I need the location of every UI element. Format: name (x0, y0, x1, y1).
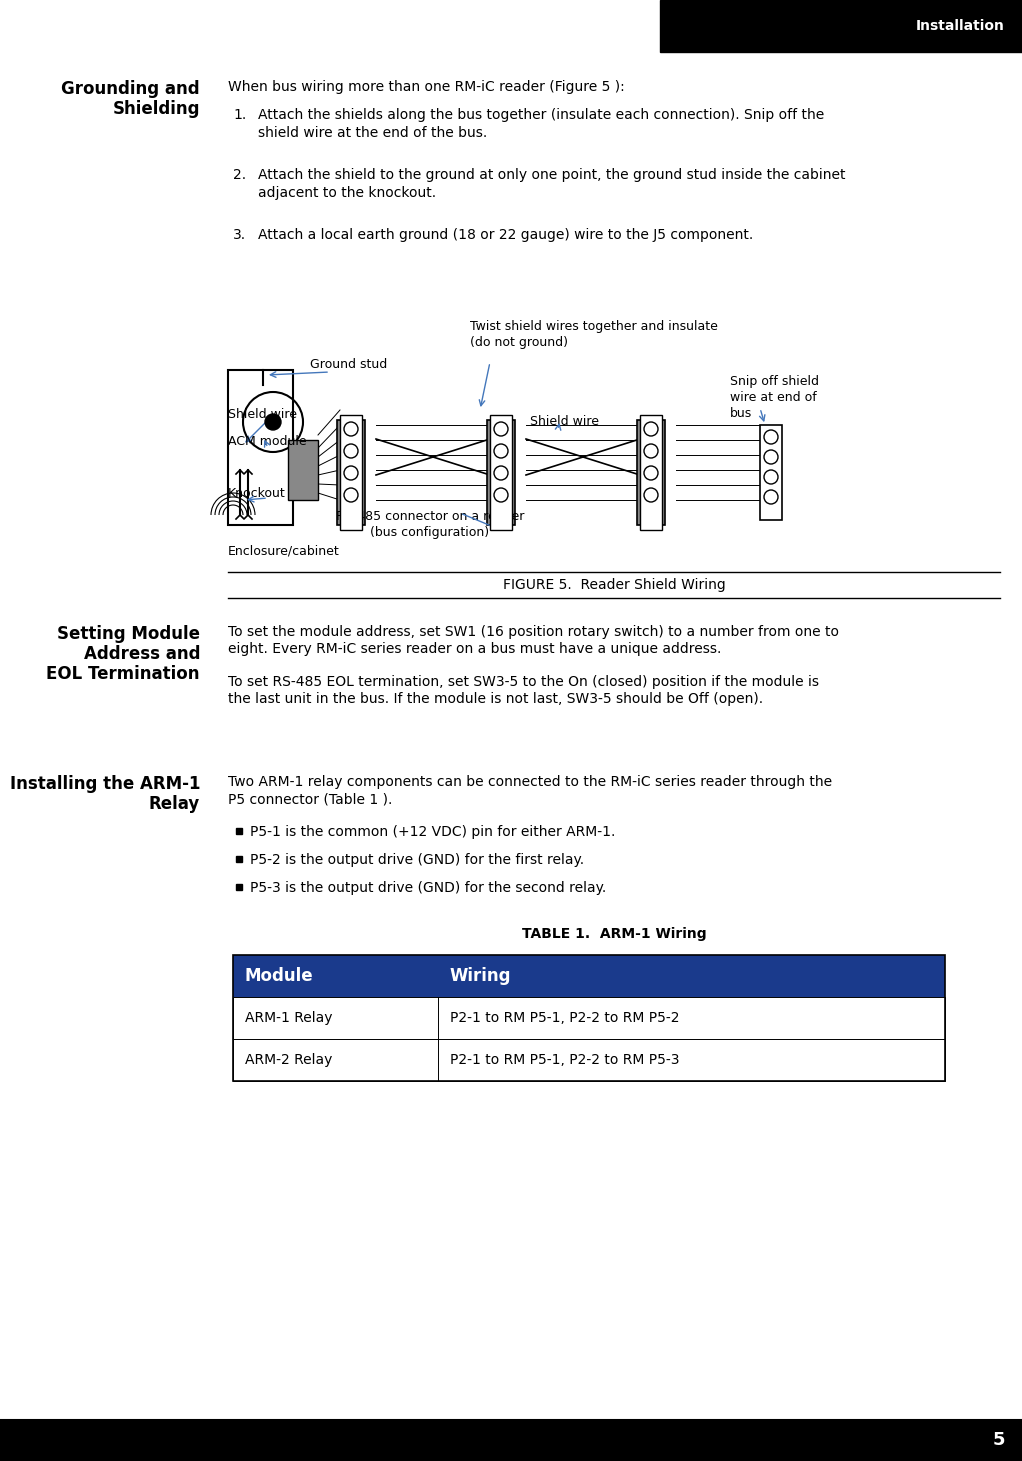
Bar (236, 828, 242, 834)
Bar (337, 419, 365, 524)
Bar (233, 1039, 945, 1081)
Text: P5-3 is the output drive (GND) for the second relay.: P5-3 is the output drive (GND) for the s… (250, 881, 606, 896)
Bar (0, 1420, 1022, 1461)
Bar (637, 419, 665, 524)
Bar (233, 996, 945, 1039)
Bar (340, 415, 362, 530)
Bar (640, 415, 662, 530)
Text: P2-1 to RM P5-1, P2-2 to RM P5-3: P2-1 to RM P5-1, P2-2 to RM P5-3 (450, 1053, 680, 1067)
Text: Attach the shields along the bus together (insulate each connection). Snip off t: Attach the shields along the bus togethe… (258, 108, 825, 123)
Text: Twist shield wires together and insulate
(do not ground): Twist shield wires together and insulate… (470, 320, 717, 349)
Text: Attach the shield to the ground at only one point, the ground stud inside the ca: Attach the shield to the ground at only … (258, 168, 845, 183)
Circle shape (344, 488, 358, 503)
Text: Address and: Address and (84, 644, 200, 663)
Bar (288, 440, 318, 500)
Text: Wiring: Wiring (450, 967, 511, 985)
Circle shape (344, 466, 358, 481)
Circle shape (764, 430, 778, 444)
Text: 1.: 1. (233, 108, 246, 123)
Text: shield wire at the end of the bus.: shield wire at the end of the bus. (258, 126, 487, 140)
Circle shape (764, 489, 778, 504)
Bar (233, 955, 945, 1081)
Circle shape (764, 470, 778, 484)
Circle shape (344, 444, 358, 457)
Text: Relay: Relay (149, 795, 200, 812)
Text: ACM module: ACM module (228, 435, 307, 449)
Text: 5: 5 (992, 1430, 1005, 1449)
Circle shape (494, 422, 508, 435)
Circle shape (644, 422, 658, 435)
Text: When bus wiring more than one RM-iC reader (Figure 5 ):: When bus wiring more than one RM-iC read… (228, 80, 624, 94)
Text: P5-1 is the common (+12 VDC) pin for either ARM-1.: P5-1 is the common (+12 VDC) pin for eit… (250, 825, 615, 839)
Text: P5-2 is the output drive (GND) for the first relay.: P5-2 is the output drive (GND) for the f… (250, 853, 585, 866)
Bar (233, 955, 945, 996)
Text: Shield wire: Shield wire (530, 415, 599, 428)
Text: 2.: 2. (233, 168, 246, 183)
Text: Shield wire: Shield wire (228, 408, 297, 421)
Text: Shielding: Shielding (112, 99, 200, 118)
Bar (228, 370, 293, 524)
Bar (660, 0, 1022, 53)
Circle shape (764, 450, 778, 465)
Circle shape (494, 466, 508, 481)
Circle shape (494, 488, 508, 503)
Text: Installing the ARM-1: Installing the ARM-1 (9, 774, 200, 793)
Text: Installation: Installation (916, 19, 1005, 34)
Text: Module: Module (245, 967, 314, 985)
Bar (760, 425, 782, 520)
Text: adjacent to the knockout.: adjacent to the knockout. (258, 186, 436, 200)
Bar (490, 415, 512, 530)
Circle shape (644, 444, 658, 457)
Text: ARM-2 Relay: ARM-2 Relay (245, 1053, 332, 1067)
Circle shape (494, 444, 508, 457)
Circle shape (644, 466, 658, 481)
Text: Enclosure/cabinet: Enclosure/cabinet (228, 545, 339, 558)
Text: Snip off shield
wire at end of
bus: Snip off shield wire at end of bus (730, 375, 819, 419)
Text: Attach a local earth ground (18 or 22 gauge) wire to the J5 component.: Attach a local earth ground (18 or 22 ga… (258, 228, 753, 243)
Text: 3.: 3. (233, 228, 246, 243)
Text: Grounding and: Grounding and (61, 80, 200, 98)
Text: To set RS-485 EOL termination, set SW3-5 to the On (closed) position if the modu: To set RS-485 EOL termination, set SW3-5… (228, 675, 819, 706)
Text: RS-485 connector on a reader
(bus configuration): RS-485 connector on a reader (bus config… (336, 510, 524, 539)
Text: FIGURE 5.  Reader Shield Wiring: FIGURE 5. Reader Shield Wiring (503, 579, 726, 592)
Circle shape (644, 488, 658, 503)
Circle shape (344, 422, 358, 435)
Circle shape (265, 413, 281, 430)
Text: Setting Module: Setting Module (57, 625, 200, 643)
Text: Two ARM-1 relay components can be connected to the RM-iC series reader through t: Two ARM-1 relay components can be connec… (228, 774, 832, 806)
Text: To set the module address, set SW1 (16 position rotary switch) to a number from : To set the module address, set SW1 (16 p… (228, 625, 839, 656)
Text: ARM-1 Relay: ARM-1 Relay (245, 1011, 332, 1026)
Bar (236, 884, 242, 890)
Text: EOL Termination: EOL Termination (46, 665, 200, 682)
Bar (487, 419, 515, 524)
Bar (236, 856, 242, 862)
Text: TABLE 1.  ARM-1 Wiring: TABLE 1. ARM-1 Wiring (521, 926, 706, 941)
Text: P2-1 to RM P5-1, P2-2 to RM P5-2: P2-1 to RM P5-1, P2-2 to RM P5-2 (450, 1011, 680, 1026)
Text: Knockout: Knockout (228, 487, 286, 500)
Text: Ground stud: Ground stud (310, 358, 387, 371)
